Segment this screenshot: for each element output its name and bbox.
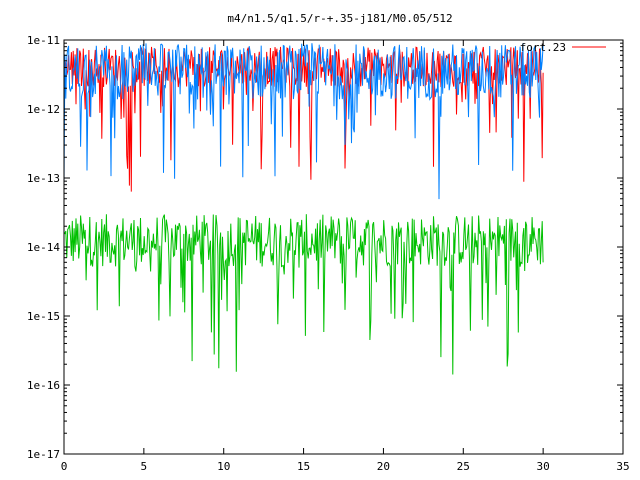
series-layer — [63, 43, 544, 375]
x-tick-label: 15 — [297, 460, 310, 473]
x-tick-label: 5 — [141, 460, 148, 473]
y-tick-label: 1e-13 — [27, 172, 60, 185]
y-tick-label: 1e-12 — [27, 103, 60, 116]
legend-label: fort.23 — [520, 41, 566, 54]
x-tick-label: 25 — [457, 460, 470, 473]
x-tick-label: 35 — [616, 460, 629, 473]
x-tick-label: 20 — [377, 460, 390, 473]
legend: fort.23 — [520, 41, 606, 54]
y-tick-label: 1e-14 — [27, 241, 60, 254]
x-tick-label: 0 — [61, 460, 68, 473]
chart-title: m4/n1.5/q1.5/r-+.35-j181/M0.05/512 — [227, 12, 452, 25]
y-tick-label: 1e-15 — [27, 310, 60, 323]
x-tick-label: 10 — [217, 460, 230, 473]
y-tick-label: 1e-11 — [27, 34, 60, 47]
series-line-2 — [63, 214, 544, 375]
y-tick-label: 1e-16 — [27, 379, 60, 392]
x-tick-label: 30 — [537, 460, 550, 473]
series-line-1 — [63, 43, 544, 200]
y-tick-label: 1e-17 — [27, 448, 60, 461]
axes-layer: 0 5 10 15 20 25 30 35 1e-11 1e-12 1e-13 1e-14 1e-15 1… — [27, 34, 630, 473]
